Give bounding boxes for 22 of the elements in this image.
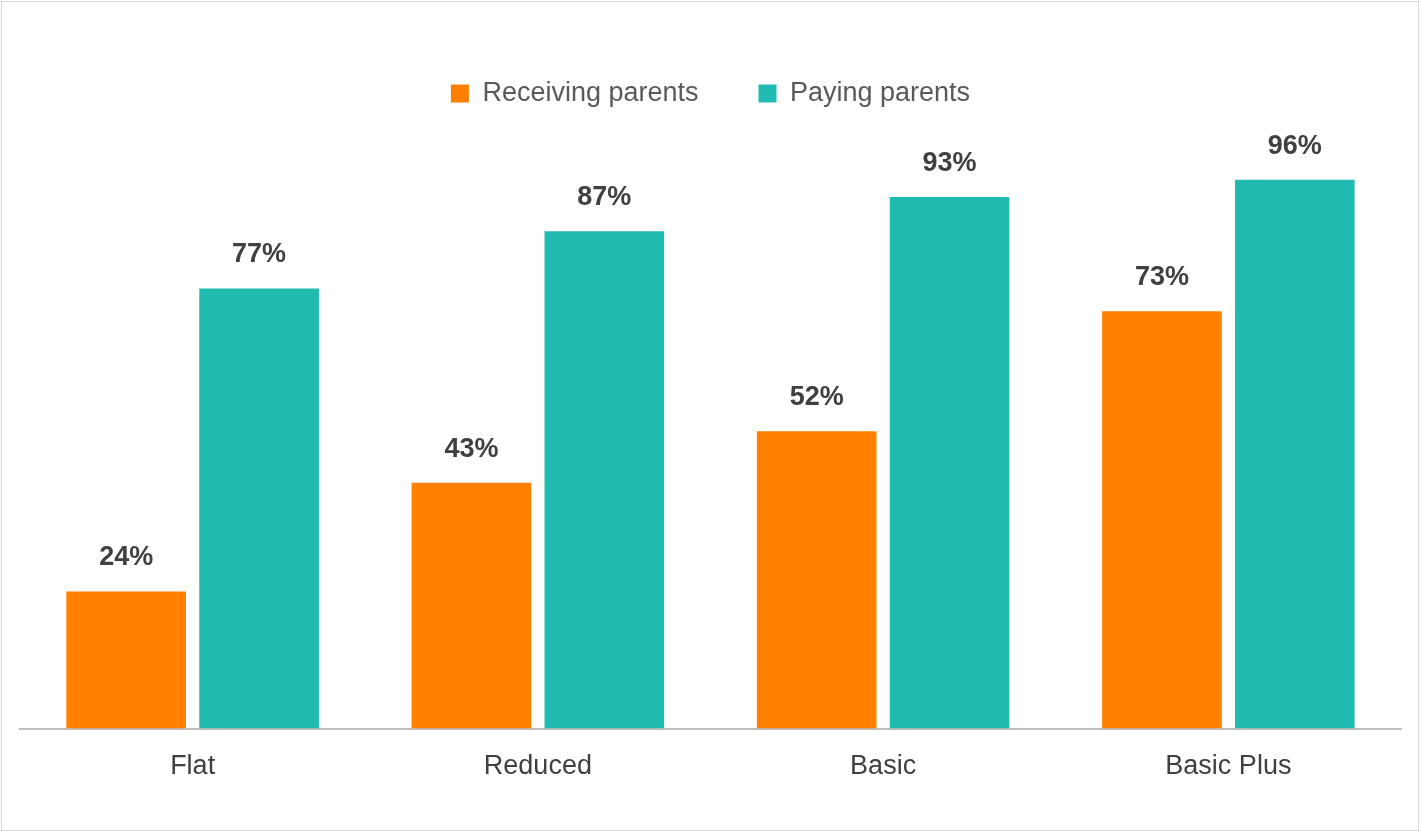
bar <box>199 288 319 729</box>
bar <box>544 231 665 729</box>
x-tick-label: Flat <box>170 750 216 781</box>
bar <box>889 197 1010 729</box>
bar <box>1102 311 1222 729</box>
x-tick-label: Basic Plus <box>1165 750 1292 781</box>
bar <box>1235 179 1355 729</box>
legend-label: Paying parents <box>790 76 971 107</box>
data-label: 73% <box>1134 261 1189 292</box>
data-label: 77% <box>232 238 287 269</box>
legend-label: Receiving parents <box>482 76 699 107</box>
data-label: 87% <box>577 181 632 212</box>
data-label: 24% <box>99 541 154 572</box>
x-tick-label: Basic <box>850 750 917 781</box>
bar <box>756 431 877 729</box>
x-tick-label: Reduced <box>483 750 592 781</box>
data-label: 96% <box>1267 129 1322 160</box>
bar <box>411 482 532 729</box>
data-label: 52% <box>789 381 844 412</box>
bar <box>66 591 186 729</box>
data-label: 93% <box>922 146 977 177</box>
data-label: 43% <box>444 432 499 463</box>
